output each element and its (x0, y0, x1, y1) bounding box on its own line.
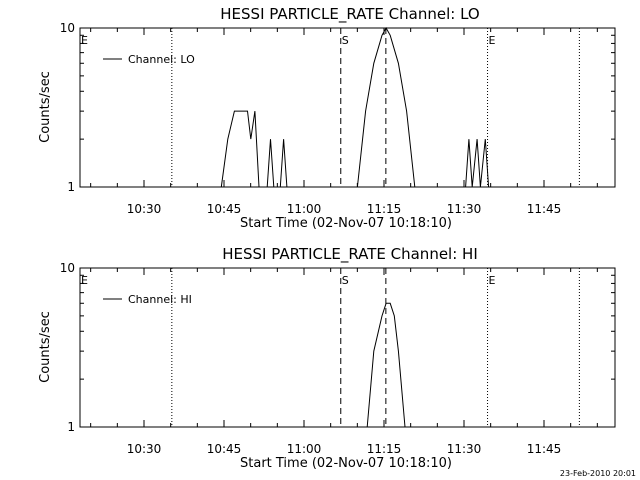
chart-title-hi: HESSI PARTICLE_RATE Channel: HI (222, 245, 478, 264)
x-tick-label-hi-1115: 11:15 (367, 442, 402, 456)
x-axis-label-hi: Start Time (02-Nov-07 10:18:10) (240, 456, 452, 471)
event-marker-label-lo: S (342, 34, 349, 47)
legend-label-lo: Channel: LO (128, 53, 195, 66)
legend-label-hi: Channel: HI (128, 293, 192, 306)
x-axis-label-lo: Start Time (02-Nov-07 10:18:10) (240, 216, 452, 231)
chart-title-lo: HESSI PARTICLE_RATE Channel: LO (220, 5, 479, 24)
x-tick-label-lo-1100: 11:00 (287, 202, 322, 216)
y-tick-label-hi-1: 1 (67, 420, 75, 434)
y-axis-label-hi: Counts/sec (38, 311, 53, 383)
y-tick-label-lo-1: 1 (67, 180, 75, 194)
legend-hi: Channel: HI (103, 293, 192, 306)
x-tick-label-hi-1045: 10:45 (207, 442, 242, 456)
legend-lo: Channel: LO (103, 53, 195, 66)
y-tick-label-lo-10: 10 (60, 21, 75, 35)
x-tick-label-lo-1130: 11:30 (447, 202, 482, 216)
y-axis-label-lo: Counts/sec (38, 71, 53, 143)
chart-panel-hi: HESSI PARTICLE_RATE Channel: HI E S E Chan… (38, 245, 616, 471)
x-tick-label-lo-1030: 10:30 (127, 202, 162, 216)
event-marker-label-hi: E (489, 274, 496, 287)
event-marker-label-lo: E (81, 34, 88, 47)
series-line-lo-0 (220, 26, 490, 188)
plot-frame-lo (79, 27, 616, 188)
x-tick-label-lo-1145: 11:45 (527, 202, 562, 216)
y-tick-label-hi-10: 10 (60, 261, 75, 275)
event-marker-label-lo: E (489, 34, 496, 47)
chart-panel-lo: HESSI PARTICLE_RATE Channel: LO E S E Chan… (38, 5, 616, 231)
x-tick-label-hi-1100: 11:00 (287, 442, 322, 456)
x-tick-label-hi-1145: 11:45 (527, 442, 562, 456)
x-tick-label-lo-1115: 11:15 (367, 202, 402, 216)
event-marker-label-hi: E (81, 274, 88, 287)
x-tick-label-hi-1130: 11:30 (447, 442, 482, 456)
plot-frame-hi (79, 267, 616, 428)
footer-timestamp: 23-Feb-2010 20:01 (560, 469, 636, 478)
event-marker-label-hi: S (342, 274, 349, 287)
x-tick-label-lo-1045: 10:45 (207, 202, 242, 216)
series-line-hi-0 (366, 302, 406, 428)
x-tick-label-hi-1030: 10:30 (127, 442, 162, 456)
